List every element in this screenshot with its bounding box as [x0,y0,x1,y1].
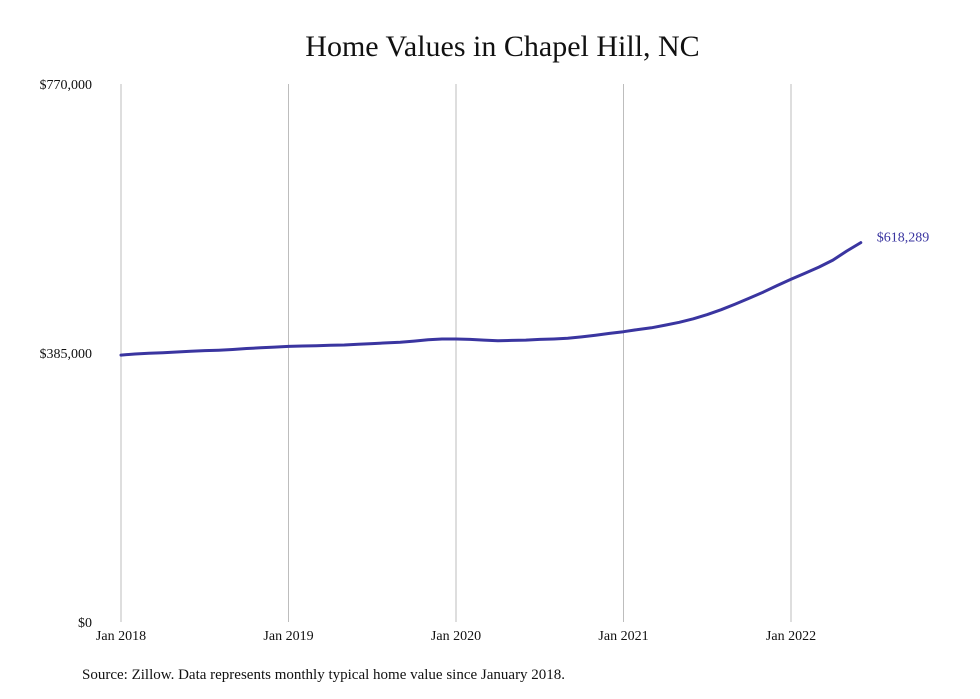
x-axis: Jan 2018 Jan 2019 Jan 2020 Jan 2021 Jan 2022 [96,629,816,644]
y-tick-label: $0 [78,616,92,631]
y-tick-label: $385,000 [40,347,93,362]
x-tick-label: Jan 2022 [766,629,816,644]
x-tick-label: Jan 2020 [431,629,481,644]
chart-title: Home Values in Chapel Hill, NC [305,30,700,63]
grid-lines [120,84,792,622]
y-tick-label: $770,000 [40,78,93,93]
y-axis: $0 $385,000 $770,000 [40,78,93,631]
x-tick-label: Jan 2018 [96,629,146,644]
end-value-label: $618,289 [877,231,930,246]
series-layer: $618,289 [119,231,930,357]
series-line [119,241,863,357]
x-tick-label: Jan 2021 [598,629,648,644]
source-note: Source: Zillow. Data represents monthly … [82,667,566,683]
x-tick-label: Jan 2019 [263,629,313,644]
